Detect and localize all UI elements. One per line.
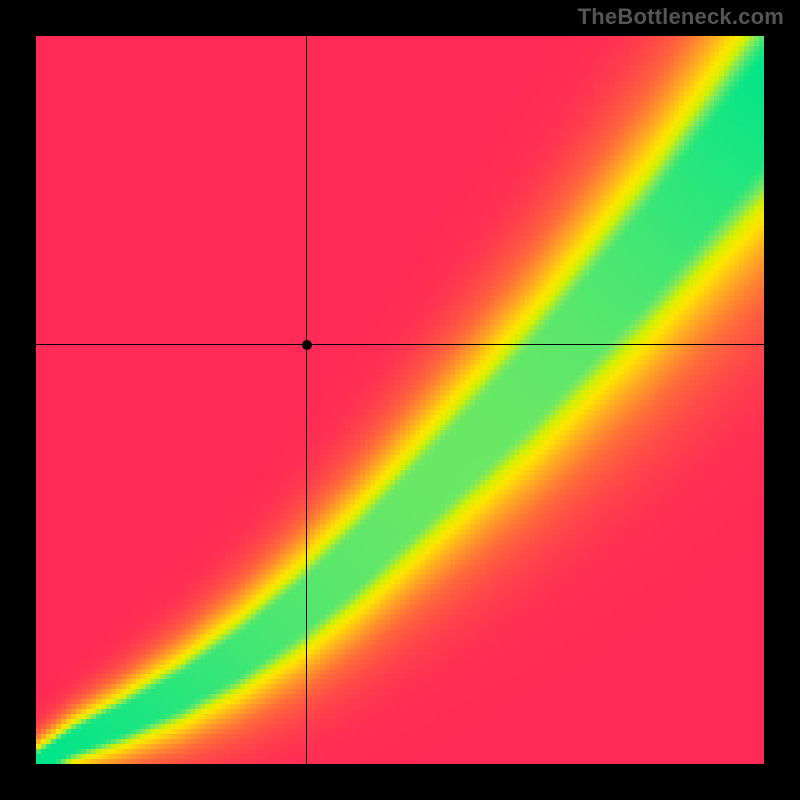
plot-area [36,36,764,764]
crosshair-vertical [306,36,307,764]
crosshair-marker [302,340,312,350]
chart-container: TheBottleneck.com [0,0,800,800]
heatmap-canvas [36,36,764,764]
crosshair-horizontal [36,344,764,345]
watermark-text: TheBottleneck.com [578,4,784,30]
